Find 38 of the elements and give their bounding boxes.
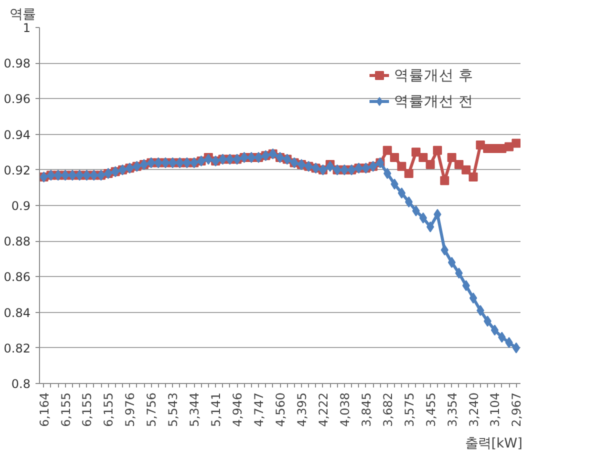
x-tick-label: 5,141 <box>209 392 224 427</box>
x-tick-label: 6,164 <box>37 392 52 427</box>
y-tick-label: 0.86 <box>4 270 30 284</box>
x-tick-label: 4,946 <box>230 392 245 427</box>
x-tick-label: 6,155 <box>80 392 94 427</box>
legend-label: 역률개선 후 <box>394 66 474 84</box>
x-tick-label: 3,240 <box>466 392 481 427</box>
x-tick-label: 4,038 <box>338 392 352 427</box>
x-tick-label: 3,455 <box>424 392 438 427</box>
y-tick-label: 0.94 <box>4 128 30 142</box>
x-tick-label: 4,747 <box>252 392 266 427</box>
y-tick-label: 0.8 <box>11 377 31 391</box>
x-tick-label: 3,575 <box>402 392 416 427</box>
x-tick-label: 5,976 <box>123 392 138 427</box>
x-tick-label: 5,756 <box>144 392 159 427</box>
y-tick-label: 0.88 <box>4 234 30 249</box>
x-tick-label: 3,682 <box>380 392 395 427</box>
y-tick-label: 1 <box>22 21 31 35</box>
x-tick-label: 2,967 <box>510 392 524 427</box>
x-tick-label: 3,845 <box>359 392 374 427</box>
x-tick-label: 3,354 <box>445 392 460 427</box>
x-tick-label: 5,543 <box>166 392 180 427</box>
y-tick-label: 0.98 <box>4 56 30 71</box>
x-tick-label: 4,222 <box>316 392 330 427</box>
x-tick-label: 3,104 <box>488 392 502 427</box>
y-axis-title: 역률 <box>10 8 36 22</box>
x-tick-label: 6,155 <box>102 392 116 427</box>
x-tick-label: 5,344 <box>188 392 202 427</box>
y-tick-label: 0.82 <box>4 341 30 356</box>
y-tick-label: 0.9 <box>11 199 31 213</box>
y-tick-label: 0.92 <box>4 163 30 178</box>
x-tick-label: 4,560 <box>274 392 288 427</box>
x-tick-label: 6,155 <box>58 392 73 427</box>
x-axis-title: 출력[kW] <box>465 436 522 452</box>
y-tick-label: 0.96 <box>4 92 30 106</box>
y-tick-label: 0.84 <box>4 306 30 320</box>
legend-label: 역률개선 전 <box>394 92 474 110</box>
x-tick-label: 4,395 <box>294 392 309 427</box>
